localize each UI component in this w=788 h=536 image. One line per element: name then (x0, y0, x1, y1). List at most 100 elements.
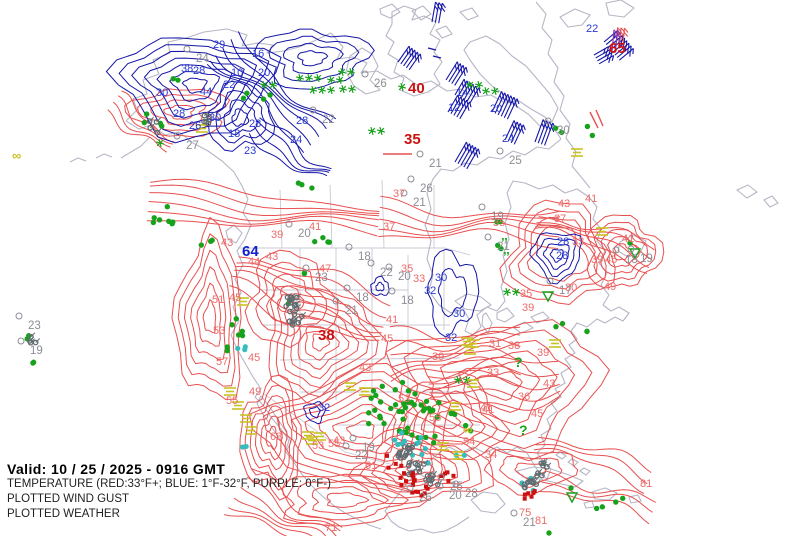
temp-contour-label: 53 (398, 393, 410, 405)
warm-isotherm-ring (283, 301, 369, 389)
wind-barb (454, 141, 468, 163)
freezing-precip-dot (242, 347, 248, 353)
temp-contour-label: 75 (519, 507, 531, 519)
station-plot-cluster (30, 338, 35, 344)
cold-isotherm-ring (118, 44, 270, 136)
wind-barb (460, 145, 473, 166)
snow-icon (296, 74, 304, 82)
station-circle-icon (285, 220, 293, 228)
station-plot-cluster (521, 481, 528, 488)
rain-dot (408, 399, 415, 405)
wind-gust-label: 35 (404, 131, 421, 148)
thunderstorm-cluster (425, 486, 430, 491)
cold-isotherm-ring (303, 401, 327, 425)
station-plot-cluster (427, 471, 432, 477)
warm-isotherm-ring (296, 479, 410, 521)
wind-barb (616, 45, 632, 59)
wind-gust-label: 65 (609, 40, 626, 57)
rain-dot (497, 218, 503, 225)
temp-contour-label: 34 (485, 449, 497, 461)
temp-contour-label: 31 (489, 338, 501, 350)
station-plot-cluster (291, 317, 297, 323)
station-temp-label: 19 (30, 345, 43, 357)
coastline (69, 0, 779, 534)
wind-barb (447, 94, 459, 113)
victoria-island (385, 5, 443, 97)
thunderstorm-cluster (451, 473, 456, 478)
warm-isotherm (246, 476, 341, 532)
temp-contour-label: 55 (429, 412, 441, 424)
temp-contour-label: 32 (445, 332, 457, 344)
snow-icon (269, 81, 277, 89)
temp-contour-label: 41 (482, 404, 494, 416)
wind-barb (510, 123, 521, 144)
warm-isotherm (236, 262, 387, 319)
snow-icon (503, 288, 511, 296)
cold-isotherm-ring (370, 275, 390, 297)
wind-barb-tick (608, 57, 611, 64)
warm-isotherm-ring (613, 243, 632, 261)
thunderstorm-cluster (402, 471, 407, 476)
arctic-mainland-coast (330, 32, 562, 140)
cold-isotherm-ring (426, 248, 480, 338)
warm-isotherm-ring (311, 486, 390, 514)
rain-dot (568, 485, 574, 491)
temp-contour-label: 43 (359, 362, 371, 374)
rain-dot (370, 388, 377, 394)
cold-isotherm-ring (231, 108, 250, 127)
warm-isotherm (429, 375, 560, 391)
cold-isotherm-ring (105, 37, 282, 144)
snow-icon (309, 86, 317, 94)
thunderstorm-cluster (529, 494, 534, 499)
station-circle-icon (478, 203, 486, 211)
station-plot-cluster (542, 461, 548, 466)
rain-dot (430, 440, 437, 446)
alaska-south-coast (125, 120, 249, 200)
station-circle-icon (484, 233, 492, 241)
station-plot-cluster (147, 124, 154, 131)
warm-isotherm (228, 507, 313, 536)
warm-isotherm-ring (606, 236, 640, 268)
blue-segment (427, 47, 437, 51)
rain-dot (584, 328, 590, 334)
wind-barb (463, 83, 474, 101)
station-plot-cluster (411, 443, 417, 448)
cold-isotherm-ring (549, 248, 564, 263)
warm-isotherm-ring (499, 199, 616, 306)
hispaniola (591, 487, 618, 501)
shower-triangle-icon (628, 248, 642, 260)
station-temp-label: 23 (28, 320, 41, 332)
cold-isotherm-ring (143, 57, 245, 119)
wind-barb (405, 51, 418, 69)
station-temp-label: 21 (523, 517, 536, 529)
rain-dot (403, 429, 410, 436)
station-plot-cluster (154, 129, 160, 136)
wind-barb-tick (550, 126, 555, 133)
wind-barb (453, 98, 465, 116)
station-temp-label: 19 (640, 253, 653, 265)
warm-isotherm-ring (526, 225, 589, 282)
rain-dot (399, 379, 406, 386)
warm-isotherm (378, 228, 559, 249)
wind-barb (494, 92, 506, 114)
wind-barb-tick (463, 70, 466, 77)
shower-triangle-icon (541, 291, 555, 303)
station-plot-cluster (296, 304, 301, 309)
temp-contour-label: 41 (480, 402, 492, 414)
thunderstorm-cluster (403, 479, 408, 484)
warm-isotherm (149, 192, 380, 217)
rain-dot (388, 405, 394, 412)
station-circle-icon (183, 45, 191, 53)
wind-barb (457, 143, 470, 164)
snow-icon (482, 87, 490, 95)
thunderstorm-cluster (526, 491, 531, 496)
thunderstorm-cluster (415, 489, 420, 494)
thunderstorm-cluster (424, 484, 429, 489)
temp-contour-label: 20 (258, 67, 270, 79)
station-plot-cluster (287, 299, 294, 306)
station-temp-label: 21 (345, 305, 358, 317)
warm-isotherm (544, 470, 657, 503)
temp-contour-label: 36 (518, 391, 530, 403)
unknown-precip-icon: ? (519, 422, 528, 438)
station-plot-cluster (204, 111, 209, 116)
